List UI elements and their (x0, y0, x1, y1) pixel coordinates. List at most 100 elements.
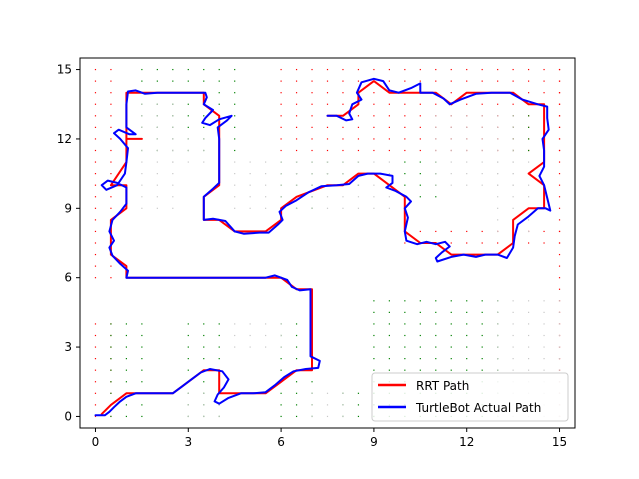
sample-point (357, 196, 360, 198)
sample-point (326, 149, 329, 152)
sample-point (110, 138, 112, 140)
sample-point (218, 346, 220, 348)
sample-point (512, 196, 514, 198)
sample-point (156, 115, 158, 117)
sample-point (172, 115, 174, 117)
sample-point (357, 80, 360, 82)
sample-point (466, 115, 468, 117)
sample-point (558, 288, 561, 290)
sample-point (388, 346, 390, 348)
sample-point (558, 334, 561, 337)
y-tick-label: 12 (57, 132, 72, 146)
sample-point (404, 115, 406, 117)
sample-point (94, 138, 97, 140)
sample-point (311, 415, 313, 418)
sample-point (295, 323, 298, 325)
sample-point (172, 173, 174, 175)
sample-point (450, 230, 452, 233)
sample-point (419, 346, 421, 348)
sample-point (141, 207, 143, 209)
sample-point (218, 80, 220, 82)
sample-point (187, 404, 189, 406)
sample-point (466, 173, 468, 175)
sample-point (141, 126, 143, 128)
sample-point (388, 68, 390, 71)
sample-point (342, 207, 344, 209)
sample-point (404, 149, 406, 152)
sample-point (435, 369, 437, 371)
sample-point (311, 404, 313, 406)
sample-point (558, 207, 561, 209)
sample-point (280, 149, 282, 152)
sample-point (172, 196, 174, 198)
sample-point (249, 207, 251, 209)
sample-point (94, 184, 97, 186)
sample-point (280, 334, 282, 337)
sample-point (110, 196, 112, 198)
sample-point (481, 115, 483, 117)
sample-point (404, 68, 406, 71)
sample-point (558, 196, 561, 198)
sample-point (357, 126, 360, 128)
sample-point (373, 184, 375, 186)
sample-point (295, 80, 298, 82)
sample-point (388, 103, 390, 105)
sample-point (203, 415, 205, 418)
sample-point (466, 369, 468, 371)
x-tick-label: 12 (459, 435, 474, 449)
sample-point (295, 415, 298, 418)
sample-point (234, 103, 236, 105)
sample-point (466, 334, 468, 337)
sample-point (141, 161, 143, 163)
sample-point (295, 138, 298, 140)
sample-points (94, 68, 561, 418)
sample-point (543, 358, 545, 360)
sample-point (326, 126, 329, 128)
sample-point (187, 126, 189, 128)
sample-point (527, 300, 530, 302)
sample-point (249, 173, 251, 175)
sample-point (110, 80, 112, 82)
sample-point (156, 196, 158, 198)
sample-point (512, 184, 514, 186)
sample-point (311, 392, 313, 394)
sample-point (404, 346, 406, 348)
sample-point (234, 138, 236, 140)
sample-point (512, 138, 514, 140)
x-tick-label: 3 (184, 435, 192, 449)
sample-point (512, 68, 514, 71)
sample-point (388, 358, 390, 360)
sample-point (388, 311, 390, 313)
sample-point (388, 149, 390, 152)
sample-point (280, 173, 282, 175)
sample-point (466, 230, 468, 233)
sample-point (110, 149, 112, 152)
sample-point (404, 242, 406, 244)
sample-point (357, 149, 360, 152)
sample-point (558, 68, 561, 71)
sample-point (203, 149, 205, 152)
sample-point (373, 358, 375, 360)
sample-point (388, 126, 390, 128)
sample-point (125, 323, 128, 325)
sample-point (141, 381, 143, 383)
sample-point (110, 115, 112, 117)
sample-point (326, 404, 329, 406)
sample-point (481, 300, 483, 302)
sample-point (326, 161, 329, 163)
x-tick-label: 9 (370, 435, 378, 449)
sample-point (466, 68, 468, 71)
sample-point (94, 230, 97, 233)
sample-point (125, 358, 128, 360)
sample-point (373, 323, 375, 325)
sample-point (94, 381, 97, 383)
sample-point (110, 92, 112, 94)
sample-point (218, 358, 220, 360)
series-line-turtlebot-actual-path (94, 77, 552, 417)
sample-point (141, 369, 143, 371)
sample-point (543, 242, 545, 244)
sample-point (481, 311, 483, 313)
legend-label-rrt-path: RRT Path (416, 379, 469, 393)
sample-point (497, 80, 499, 82)
